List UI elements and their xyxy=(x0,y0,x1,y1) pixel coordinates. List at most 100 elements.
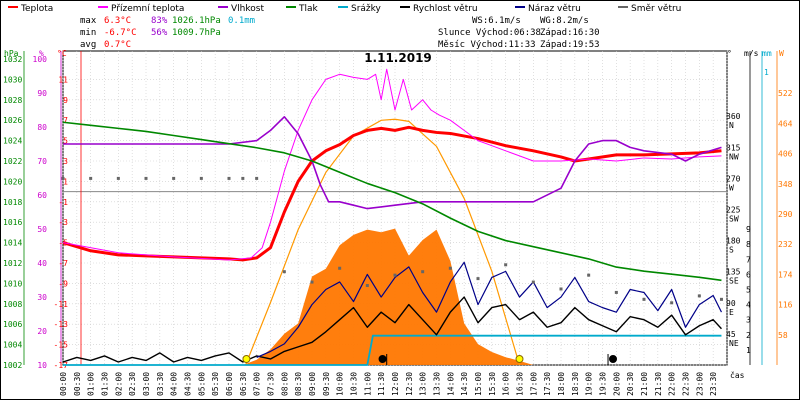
wind-direction-point xyxy=(448,266,452,270)
tick-label-wind: 8 xyxy=(746,240,751,249)
tick-label-time: 05:00 xyxy=(197,372,206,396)
tick-label-time: 17:00 xyxy=(529,372,538,396)
tick-label-time: 08:30 xyxy=(294,372,303,396)
wind-direction-point xyxy=(504,263,508,267)
axis-unit-w: W xyxy=(779,49,784,58)
wind-direction-point xyxy=(199,176,203,180)
tick-label-time: 06:30 xyxy=(239,372,248,396)
tick-label-wind: 9 xyxy=(746,225,751,234)
tick-label-time: 04:30 xyxy=(184,372,193,396)
wind-direction-point xyxy=(476,277,480,281)
moonrise-icon xyxy=(378,355,387,363)
tick-label-rain: 1 xyxy=(764,68,769,77)
tick-label-time: 20:00 xyxy=(612,372,621,396)
tick-label-percent: 100 xyxy=(33,55,48,64)
tick-label-wind: 3 xyxy=(746,316,751,325)
tick-label-hpa: 1022 xyxy=(3,157,22,166)
legend-label: Vlhkost xyxy=(231,4,264,14)
tick-label-percent: 70 xyxy=(37,157,47,166)
tick-label-time: 18:30 xyxy=(571,372,580,396)
tick-label-time: 13:00 xyxy=(419,372,428,396)
tick-label-compass: NE xyxy=(729,339,739,348)
temperature-line xyxy=(62,125,722,262)
tick-label-hpa: 1032 xyxy=(3,55,22,64)
tick-label-time: 05:30 xyxy=(211,372,220,396)
tick-label-time: 01:00 xyxy=(87,372,96,396)
tick-label-time: 21:30 xyxy=(654,372,663,396)
humidity-line xyxy=(63,116,722,210)
tick-label-celsius: -17 xyxy=(54,361,69,370)
stats-temp: 0.7°C xyxy=(104,40,131,50)
stats-humidity: 83% xyxy=(151,16,168,26)
wind-gust-line xyxy=(256,261,723,358)
legend-label: Srážky xyxy=(351,4,382,14)
theoretical-solar-line xyxy=(245,118,521,366)
axis-unit-celsius: °C xyxy=(57,49,67,58)
stats-humidity: 56% xyxy=(151,28,168,38)
tick-label-hpa: 1006 xyxy=(3,320,22,329)
info-ws: WS:6.1m/s xyxy=(472,16,521,26)
tick-label-time: 02:30 xyxy=(128,372,137,396)
stats-rain: 0.1mm xyxy=(228,16,255,26)
tick-label-hpa: 1028 xyxy=(3,96,22,105)
stats-temp: 6.3°C xyxy=(104,16,131,26)
tick-label-celsius: -3 xyxy=(58,218,68,227)
tick-label-compass: E xyxy=(729,308,734,317)
wind-direction-point xyxy=(89,176,93,180)
tick-label-time: 06:00 xyxy=(225,372,234,396)
tick-label-time: 14:00 xyxy=(446,372,455,396)
legend-label: Směr větru xyxy=(631,4,681,14)
info-sun-set: Západ:16:30 xyxy=(540,28,600,38)
legend-item: Srážky xyxy=(338,4,382,14)
wind-direction-point xyxy=(531,280,535,284)
info-wg: WG:8.2m/s xyxy=(540,16,589,26)
tick-label-hpa: 1010 xyxy=(3,279,22,288)
legend-item: Tlak xyxy=(286,4,319,14)
wind-direction-point xyxy=(282,270,286,274)
tick-label-compass: SE xyxy=(729,277,739,286)
tick-label-time: 11:30 xyxy=(377,372,386,396)
tick-label-time: 04:00 xyxy=(170,372,179,396)
legend-label: Rychlost větru xyxy=(413,4,478,14)
tick-label-celsius: 7 xyxy=(63,116,68,125)
ground-temperature-line xyxy=(62,68,722,261)
tick-label-wind: 7 xyxy=(746,255,751,264)
tick-label-time: 09:00 xyxy=(308,372,317,396)
tick-label-solar: 58 xyxy=(778,331,788,340)
tick-label-compass: W xyxy=(729,183,734,192)
tick-label-percent: 50 xyxy=(37,225,47,234)
legend-item: Směr větru xyxy=(618,4,681,14)
tick-label-direction: 270 xyxy=(726,174,741,183)
tick-label-time: 16:30 xyxy=(516,372,525,396)
tick-label-solar: 464 xyxy=(778,119,793,128)
tick-label-solar: 116 xyxy=(778,301,793,310)
tick-label-time: 10:00 xyxy=(336,372,345,396)
tick-label-time: 19:30 xyxy=(599,372,608,396)
solar-radiation-area xyxy=(242,228,534,365)
stats-pressure: 1009.7hPa xyxy=(172,28,221,38)
legend-item: Rychlost větru xyxy=(400,4,478,14)
tick-label-time: 14:30 xyxy=(460,372,469,396)
tick-label-solar: 348 xyxy=(778,180,793,189)
tick-label-time: 09:30 xyxy=(322,372,331,396)
tick-label-hpa: 1004 xyxy=(3,341,22,350)
tick-label-time: 03:00 xyxy=(142,372,151,396)
wind-direction-point xyxy=(227,176,231,180)
tick-label-time: 16:00 xyxy=(502,372,511,396)
tick-label-percent: 20 xyxy=(37,327,47,336)
tick-label-direction: 45 xyxy=(726,330,736,339)
tick-label-celsius: 11 xyxy=(58,75,68,84)
tick-label-time: 23:30 xyxy=(709,372,718,396)
wind-direction-point xyxy=(719,297,723,301)
tick-label-time: 12:00 xyxy=(391,372,400,396)
wind-direction-point xyxy=(587,273,591,277)
info-moon-set: Západ:19:53 xyxy=(540,40,600,50)
legend-label: Teplota xyxy=(20,4,53,14)
tick-label-time: 23:00 xyxy=(695,372,704,396)
tick-label-time: 12:30 xyxy=(405,372,414,396)
tick-label-wind: 4 xyxy=(746,301,751,310)
tick-label-direction: 180 xyxy=(726,237,741,246)
legend-item: Vlhkost xyxy=(218,4,264,14)
tick-label-time: 07:00 xyxy=(253,372,262,396)
stats-label: min xyxy=(80,28,96,38)
